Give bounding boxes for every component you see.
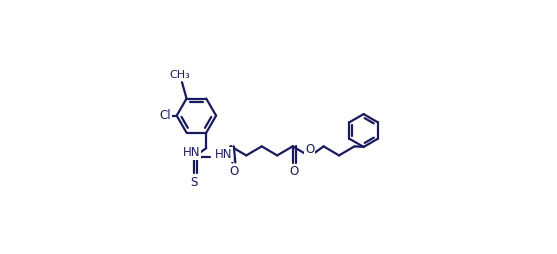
Text: S: S: [190, 176, 197, 189]
Text: O: O: [305, 143, 314, 156]
Text: CH₃: CH₃: [169, 70, 190, 80]
Text: O: O: [229, 165, 238, 178]
Text: O: O: [290, 165, 299, 178]
Text: Cl: Cl: [159, 109, 170, 122]
Text: HN: HN: [183, 146, 200, 159]
Text: HN: HN: [215, 148, 232, 161]
